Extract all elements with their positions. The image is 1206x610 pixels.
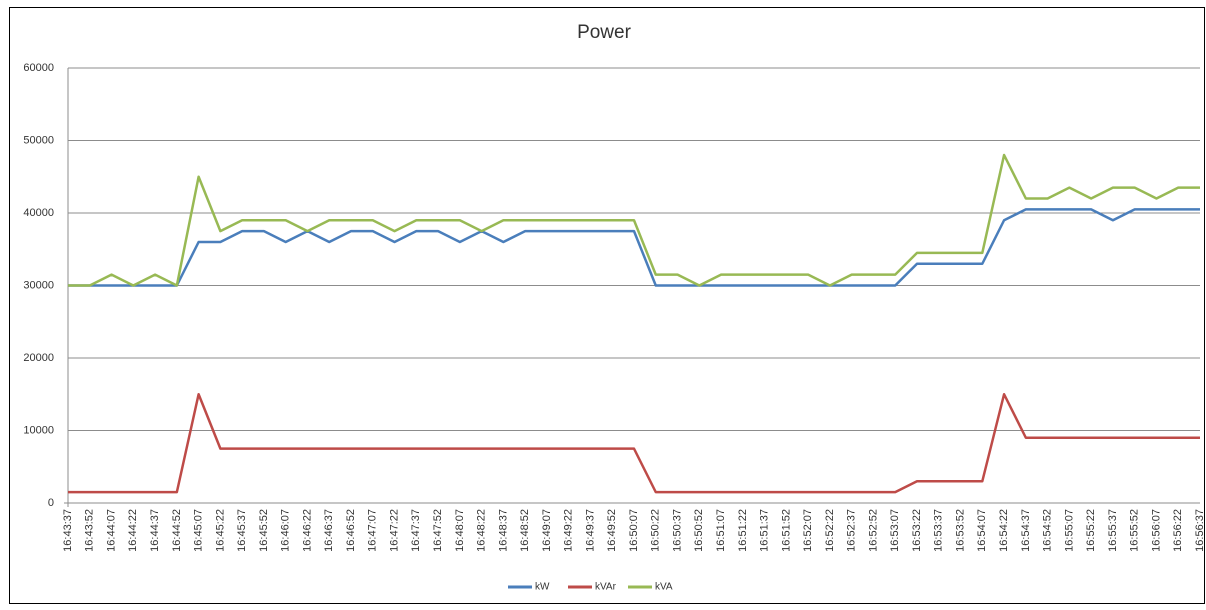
x-tick-label: 16:55:07 xyxy=(1063,509,1075,552)
x-tick-label: 16:55:37 xyxy=(1107,509,1119,552)
x-tick-label: 16:48:52 xyxy=(519,509,531,552)
x-tick-label: 16:51:22 xyxy=(737,509,749,552)
x-tick-label: 16:53:22 xyxy=(911,509,923,552)
x-tick-label: 16:47:07 xyxy=(367,509,379,552)
x-tick-label: 16:56:22 xyxy=(1172,509,1184,552)
y-tick-label: 40000 xyxy=(23,207,54,219)
x-tick-label: 16:54:52 xyxy=(1042,509,1054,552)
x-tick-label: 16:52:22 xyxy=(824,509,836,552)
x-tick-label: 16:47:37 xyxy=(410,509,422,552)
x-tick-label: 16:50:07 xyxy=(628,509,640,552)
legend-label: kVA xyxy=(655,582,673,593)
x-tick-label: 16:46:22 xyxy=(301,509,313,552)
x-tick-label: 16:45:07 xyxy=(193,509,205,552)
x-tick-label: 16:46:07 xyxy=(280,509,292,552)
x-tick-label: 16:46:52 xyxy=(345,509,357,552)
y-tick-label: 20000 xyxy=(23,352,54,364)
x-tick-label: 16:53:37 xyxy=(933,509,945,552)
x-tick-label: 16:53:07 xyxy=(889,509,901,552)
y-tick-label: 50000 xyxy=(23,134,54,146)
x-tick-label: 16:49:22 xyxy=(563,509,575,552)
y-tick-label: 30000 xyxy=(23,279,54,291)
legend-label: kW xyxy=(535,582,550,593)
x-tick-label: 16:48:07 xyxy=(454,509,466,552)
x-tick-label: 16:55:52 xyxy=(1129,509,1141,552)
x-tick-label: 16:43:52 xyxy=(84,509,96,552)
x-tick-label: 16:43:37 xyxy=(62,509,74,552)
series-line xyxy=(68,393,1200,494)
x-tick-label: 16:52:52 xyxy=(867,509,879,552)
x-tick-label: 16:51:52 xyxy=(780,509,792,552)
x-tick-label: 16:49:37 xyxy=(584,509,596,552)
x-tick-label: 16:54:37 xyxy=(1020,509,1032,552)
x-tick-label: 16:49:52 xyxy=(606,509,618,552)
x-tick-label: 16:44:07 xyxy=(105,509,117,552)
series-line xyxy=(68,153,1200,287)
x-tick-label: 16:53:52 xyxy=(954,509,966,552)
y-tick-label: 10000 xyxy=(23,424,54,436)
chart-title: Power xyxy=(577,22,632,43)
x-tick-label: 16:44:52 xyxy=(171,509,183,552)
legend-label: kVAr xyxy=(595,582,617,593)
x-tick-label: 16:56:37 xyxy=(1194,509,1206,552)
x-tick-label: 16:55:22 xyxy=(1085,509,1097,552)
x-tick-label: 16:46:37 xyxy=(323,509,335,552)
x-tick-label: 16:52:07 xyxy=(802,509,814,552)
x-tick-label: 16:47:22 xyxy=(388,509,400,552)
x-tick-label: 16:54:22 xyxy=(998,509,1010,552)
x-tick-label: 16:48:37 xyxy=(497,509,509,552)
x-tick-label: 16:45:37 xyxy=(236,509,248,552)
x-tick-label: 16:48:22 xyxy=(476,509,488,552)
x-tick-label: 16:45:52 xyxy=(258,509,270,552)
x-tick-label: 16:49:07 xyxy=(541,509,553,552)
x-tick-label: 16:54:07 xyxy=(976,509,988,552)
x-tick-label: 16:44:22 xyxy=(127,509,139,552)
x-tick-label: 16:50:22 xyxy=(650,509,662,552)
x-tick-label: 16:51:07 xyxy=(715,509,727,552)
y-tick-label: 60000 xyxy=(23,62,54,74)
x-tick-label: 16:50:52 xyxy=(693,509,705,552)
chart-border xyxy=(9,7,1205,604)
y-tick-label: 0 xyxy=(48,497,54,509)
x-tick-label: 16:47:52 xyxy=(432,509,444,552)
x-tick-label: 16:44:37 xyxy=(149,509,161,552)
series-line xyxy=(68,208,1200,287)
x-tick-label: 16:52:37 xyxy=(846,509,858,552)
x-tick-label: 16:56:07 xyxy=(1150,509,1162,552)
x-tick-label: 16:45:22 xyxy=(214,509,226,552)
x-tick-label: 16:50:37 xyxy=(671,509,683,552)
x-tick-label: 16:51:37 xyxy=(759,509,771,552)
